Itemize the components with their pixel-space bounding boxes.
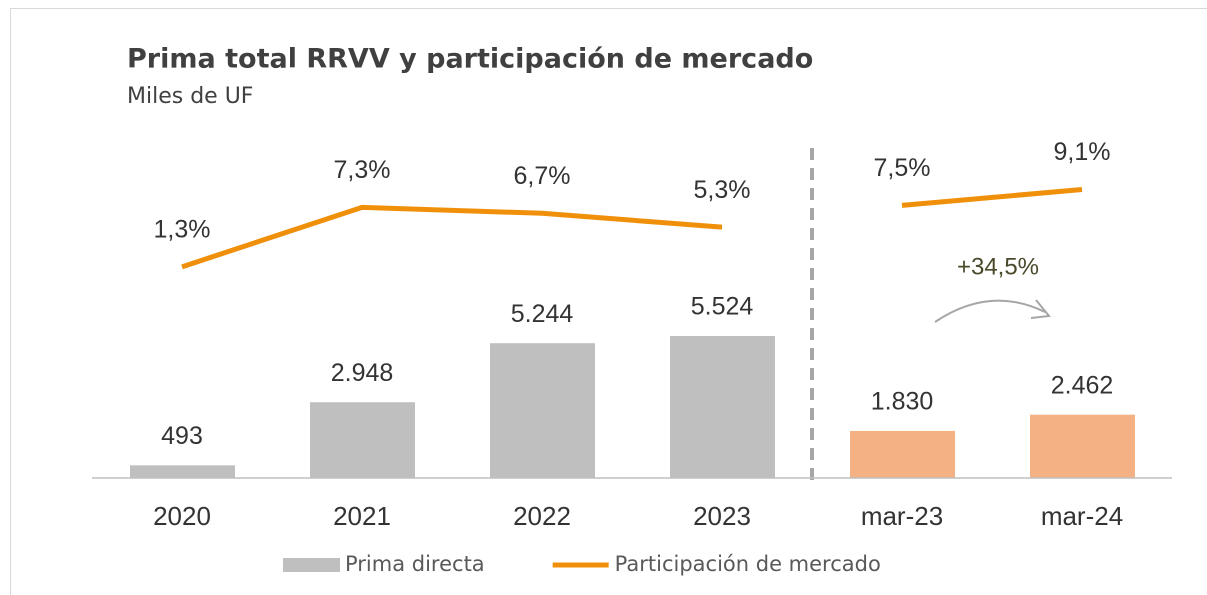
x-tick-label: 2020 — [153, 501, 211, 531]
bar-value-label: 5.524 — [691, 293, 754, 321]
bar — [310, 402, 415, 478]
legend-swatch — [283, 558, 340, 572]
bar-value-label: 2.948 — [331, 359, 394, 387]
bar — [850, 430, 955, 478]
legend-label: Participación de mercado — [615, 552, 881, 576]
bar — [1030, 414, 1135, 478]
annotation: +34,5% — [957, 253, 1039, 280]
line — [901, 187, 1083, 208]
bar-value-label: 493 — [161, 422, 203, 450]
line-value-label: 7,5% — [874, 154, 931, 182]
bar — [490, 343, 595, 478]
line-value-label: 5,3% — [694, 176, 751, 204]
x-tick-label: 2022 — [513, 501, 571, 531]
x-tick-label: mar-24 — [1041, 501, 1123, 531]
x-tick-label: 2021 — [333, 501, 391, 531]
x-tick-label: mar-23 — [861, 501, 943, 531]
bar-value-label: 2.462 — [1051, 371, 1114, 399]
line — [181, 204, 723, 270]
chart-subtitle: Miles de UF — [127, 84, 253, 109]
bar-value-label: 1.830 — [871, 388, 934, 416]
chart-title: Prima total RRVV y participación de merc… — [127, 44, 813, 75]
x-tick-label: 2023 — [693, 501, 751, 531]
frame — [10, 8, 1207, 595]
annotation-arrowhead — [1030, 299, 1051, 319]
bar-value-label: 5.244 — [511, 300, 574, 328]
annotation-arrow — [934, 299, 1046, 323]
line-value-label: 6,7% — [514, 162, 571, 190]
line-value-label: 7,3% — [334, 156, 391, 184]
bar — [130, 465, 235, 478]
line-value-label: 9,1% — [1054, 138, 1111, 166]
legend-label: Prima directa — [345, 552, 485, 576]
bar — [670, 336, 775, 478]
line-value-label: 1,3% — [154, 215, 211, 243]
